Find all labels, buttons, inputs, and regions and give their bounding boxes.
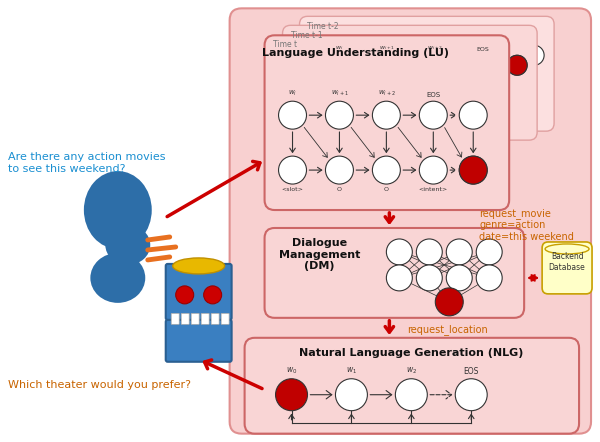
FancyBboxPatch shape xyxy=(265,228,524,318)
FancyBboxPatch shape xyxy=(201,313,209,324)
Circle shape xyxy=(507,55,527,75)
Circle shape xyxy=(416,265,442,291)
Circle shape xyxy=(443,45,463,65)
Circle shape xyxy=(386,239,412,265)
Text: $w_2$: $w_2$ xyxy=(406,365,417,376)
Text: $w_i$: $w_i$ xyxy=(288,89,297,98)
Text: Natural Language Generation (NLG): Natural Language Generation (NLG) xyxy=(299,348,524,358)
Text: $w_0$: $w_0$ xyxy=(286,365,297,376)
FancyBboxPatch shape xyxy=(171,313,179,324)
Text: $w_{i+1}$: $w_{i+1}$ xyxy=(331,89,349,98)
Circle shape xyxy=(476,265,502,291)
Circle shape xyxy=(329,55,349,75)
Ellipse shape xyxy=(84,171,152,249)
FancyBboxPatch shape xyxy=(542,242,592,294)
Text: EOS: EOS xyxy=(426,92,440,98)
FancyBboxPatch shape xyxy=(211,313,219,324)
FancyBboxPatch shape xyxy=(265,35,509,210)
Text: EOS: EOS xyxy=(464,367,479,376)
Circle shape xyxy=(419,156,447,184)
Ellipse shape xyxy=(545,244,589,254)
Text: O: O xyxy=(337,187,342,192)
Text: Are there any action movies
to see this weekend?: Are there any action movies to see this … xyxy=(8,152,166,174)
Text: Time t-2: Time t-2 xyxy=(307,23,339,31)
Circle shape xyxy=(176,286,194,304)
Text: <slot>: <slot> xyxy=(281,187,304,192)
Circle shape xyxy=(459,101,487,129)
Text: <intent>: <intent> xyxy=(419,187,448,192)
Text: request_location: request_location xyxy=(407,324,488,335)
Text: Language Understanding (LU): Language Understanding (LU) xyxy=(262,48,449,58)
Text: $w_{i+2}$: $w_{i+2}$ xyxy=(427,44,443,52)
FancyBboxPatch shape xyxy=(191,313,199,324)
Circle shape xyxy=(386,265,412,291)
FancyBboxPatch shape xyxy=(166,264,232,320)
FancyBboxPatch shape xyxy=(245,338,579,434)
FancyBboxPatch shape xyxy=(221,313,229,324)
Text: Time t: Time t xyxy=(272,40,296,50)
Text: Backend
Database: Backend Database xyxy=(549,252,586,272)
FancyBboxPatch shape xyxy=(299,16,554,131)
FancyBboxPatch shape xyxy=(181,313,189,324)
FancyBboxPatch shape xyxy=(166,320,232,362)
Ellipse shape xyxy=(106,225,150,265)
Ellipse shape xyxy=(173,258,224,274)
Circle shape xyxy=(395,379,427,411)
Circle shape xyxy=(278,156,307,184)
Circle shape xyxy=(335,379,367,411)
Ellipse shape xyxy=(91,253,145,303)
Text: EOS: EOS xyxy=(477,47,490,52)
Circle shape xyxy=(325,101,353,129)
Circle shape xyxy=(524,45,544,65)
Text: $w_i$: $w_i$ xyxy=(335,44,344,52)
Circle shape xyxy=(419,101,447,129)
Text: O: O xyxy=(384,187,389,192)
Circle shape xyxy=(435,288,463,316)
Circle shape xyxy=(476,239,502,265)
Circle shape xyxy=(473,55,493,75)
Circle shape xyxy=(377,55,397,75)
Text: request_movie
genre=action
date=this weekend: request_movie genre=action date=this wee… xyxy=(479,208,574,242)
Circle shape xyxy=(459,156,487,184)
Text: $w_{i+2}$: $w_{i+2}$ xyxy=(377,89,395,98)
Circle shape xyxy=(347,45,367,65)
Circle shape xyxy=(373,101,400,129)
Circle shape xyxy=(325,156,353,184)
Circle shape xyxy=(507,55,527,75)
Circle shape xyxy=(416,239,442,265)
Circle shape xyxy=(446,265,472,291)
Circle shape xyxy=(425,55,445,75)
Circle shape xyxy=(446,239,472,265)
Circle shape xyxy=(203,286,221,304)
Circle shape xyxy=(455,379,487,411)
Circle shape xyxy=(459,156,487,184)
Circle shape xyxy=(278,101,307,129)
Text: Time t-1: Time t-1 xyxy=(290,31,322,40)
Circle shape xyxy=(395,45,415,65)
Text: $w_1$: $w_1$ xyxy=(346,365,357,376)
Text: Dialogue
Management
(DM): Dialogue Management (DM) xyxy=(279,238,360,271)
Circle shape xyxy=(275,379,307,411)
FancyBboxPatch shape xyxy=(230,8,591,434)
Text: Which theater would you prefer?: Which theater would you prefer? xyxy=(8,380,191,390)
FancyBboxPatch shape xyxy=(283,25,537,140)
Text: $w_{i+1}$: $w_{i+1}$ xyxy=(379,44,395,52)
Circle shape xyxy=(491,45,511,65)
Circle shape xyxy=(373,156,400,184)
